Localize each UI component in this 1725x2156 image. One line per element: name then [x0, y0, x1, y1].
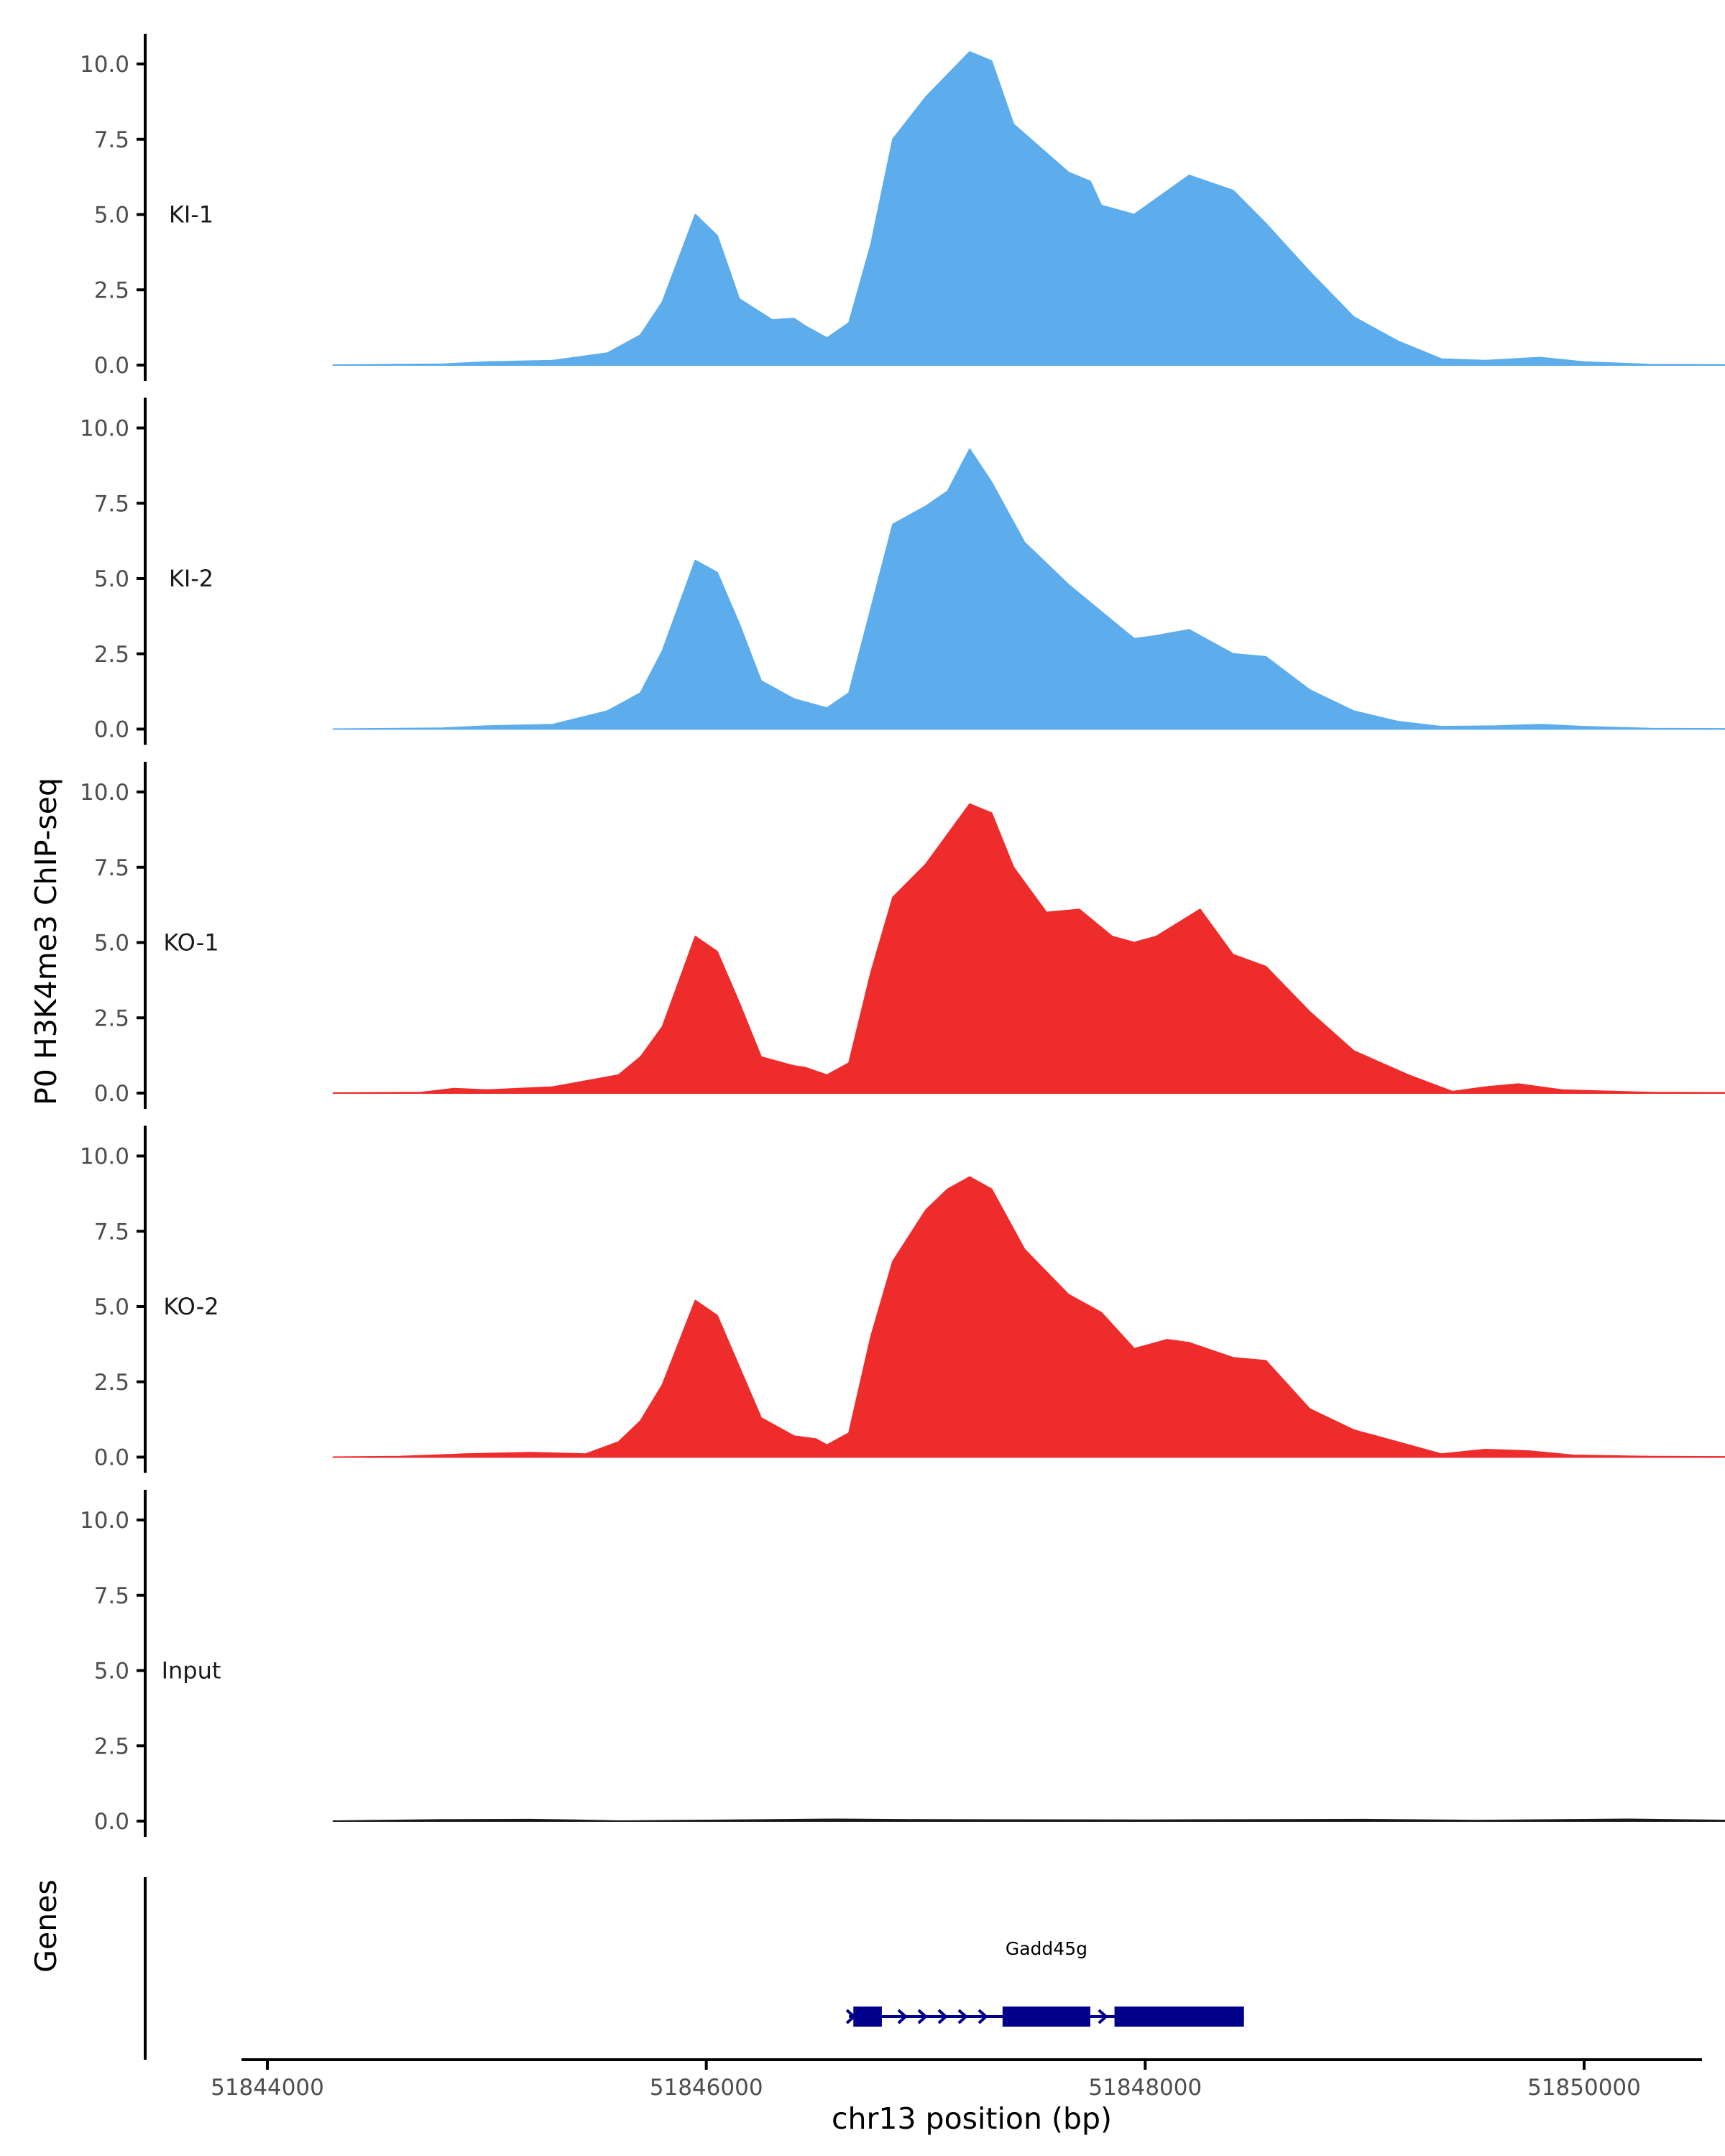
y-tick-label: 5.0: [94, 931, 129, 957]
track-label: KO-2: [163, 1293, 218, 1320]
signal-area: [332, 1818, 1725, 1822]
x-tick-label: 51844000: [211, 2075, 324, 2101]
y-tick-label: 0.0: [94, 1445, 129, 1471]
y-tick-label: 0.0: [94, 353, 129, 379]
y-tick-label: 10.0: [80, 1144, 129, 1170]
y-tick-label: 7.5: [94, 491, 129, 517]
strand-arrow-icon: [917, 2009, 928, 2024]
gene-exon: [1114, 2007, 1244, 2027]
track-ki-1: 0.0 2.5 5.0 7.5 10.0 KI-1: [80, 34, 1725, 381]
strand-arrow-icon: [957, 2009, 968, 2024]
y-tick-label: 5.0: [94, 1294, 129, 1320]
gene-exon: [1002, 2007, 1090, 2027]
y-tick-label: 7.5: [94, 1583, 129, 1609]
y-tick-label: 10.0: [80, 780, 129, 806]
strand-arrow-icon: [978, 2009, 988, 2024]
genes-panel: Genes Gadd45g: [29, 1877, 1244, 2060]
strand-arrow-icon: [1098, 2009, 1108, 2024]
signal-area: [332, 448, 1725, 730]
tracks-layer: 0.0 2.5 5.0 7.5 10.0 KI-1 0.0 2.5 5.0 7.5 10.0 KI-2…: [80, 34, 1725, 1837]
track-input: 0.0 2.5 5.0 7.5 10.0 Input: [80, 1490, 1725, 1837]
y-tick-label: 2.5: [94, 1005, 129, 1031]
y-tick-label: 10.0: [80, 52, 129, 78]
gene-gadd45g: Gadd45g: [845, 1938, 1244, 2027]
signal-area: [332, 1176, 1725, 1458]
y-tick-label: 5.0: [94, 1659, 129, 1685]
x-axis: chr13 position (bp) 51844000 51846000 5184…: [211, 2058, 1702, 2136]
signal-area: [332, 803, 1725, 1094]
y-tick-label: 0.0: [94, 717, 129, 743]
x-axis-title: chr13 position (bp): [832, 2101, 1112, 2136]
y-tick-label: 5.0: [94, 203, 129, 229]
track-label: KI-1: [169, 201, 213, 229]
track-ko-2: 0.0 2.5 5.0 7.5 10.0 KO-2: [80, 1125, 1725, 1473]
x-tick-label: 51848000: [1088, 2075, 1202, 2101]
y-tick-label: 10.0: [80, 1508, 129, 1534]
y-tick-label: 7.5: [94, 1219, 129, 1245]
y-tick-label: 2.5: [94, 642, 129, 668]
track-label: Input: [162, 1657, 221, 1685]
y-tick-label: 10.0: [80, 416, 129, 442]
y-tick-label: 2.5: [94, 277, 129, 303]
y-tick-label: 7.5: [94, 127, 129, 153]
y-tick-label: 2.5: [94, 1733, 129, 1759]
y-tick-label: 0.0: [94, 1809, 129, 1835]
x-tick-label: 51846000: [650, 2075, 763, 2101]
track-label: KO-1: [163, 929, 218, 957]
y-tick-label: 0.0: [94, 1081, 129, 1107]
gene-label: Gadd45g: [1006, 1938, 1087, 1959]
track-label: KI-2: [169, 565, 213, 592]
y-tick-label: 5.0: [94, 566, 129, 592]
signal-area: [332, 51, 1725, 366]
track-ki-2: 0.0 2.5 5.0 7.5 10.0 KI-2: [80, 397, 1725, 745]
y-axis-title: P0 H3K4me3 ChIP-seq: [29, 778, 63, 1105]
y-tick-label: 2.5: [94, 1370, 129, 1396]
y-tick-label: 7.5: [94, 855, 129, 881]
gene-exon: [853, 2007, 882, 2027]
strand-arrow-icon: [897, 2009, 908, 2024]
x-tick-label: 51850000: [1527, 2075, 1641, 2101]
genes-axis-title: Genes: [29, 1879, 63, 1973]
track-ko-1: 0.0 2.5 5.0 7.5 10.0 KO-1: [80, 762, 1725, 1109]
strand-arrow-icon: [937, 2009, 948, 2024]
